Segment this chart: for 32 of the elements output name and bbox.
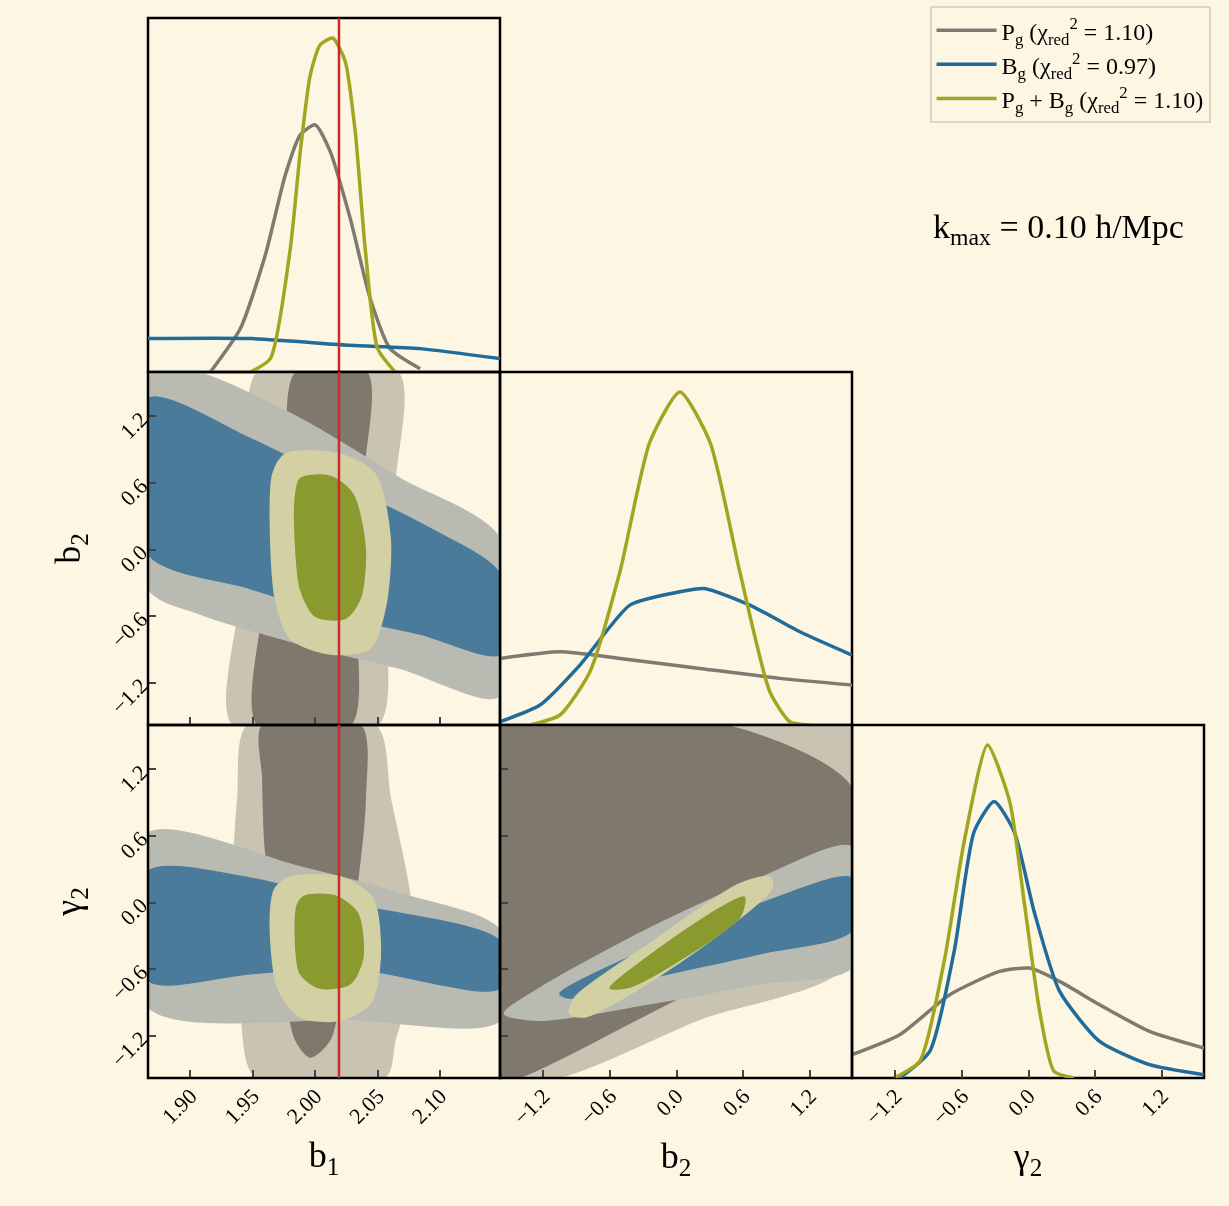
x-axis-title: b$_{2}$ [660,1136,692,1181]
x-tick-label: −1.2 [860,1083,907,1130]
text: k$_{max}$ = 0.10 h/Mpc [933,208,1184,251]
x-tick-label: 0.6 [1069,1083,1107,1121]
y-tick-label: 1.2 [115,406,153,444]
legend-label: B$_{g}$ (χ$_{red}$$^{2}$ = 0.97) [1001,48,1156,83]
x-tick-label: −0.6 [927,1083,974,1130]
x-tick-label: 0.0 [650,1083,688,1121]
x-tick-label: 2.10 [406,1083,452,1129]
x-tick-label: 0.0 [1002,1083,1040,1121]
y-tick-label: 0.0 [115,892,153,931]
y-tick-label: 1.2 [115,759,153,797]
y-tick-label: −1.2 [106,1026,153,1073]
x-tick-label: 1.90 [156,1083,202,1129]
y-tick-label: −0.6 [106,606,153,653]
y-tick-label: 0.6 [115,826,153,864]
x-tick-label: 1.2 [783,1083,822,1121]
y-tick-label: −1.2 [106,673,153,720]
x-tick-label: 2.05 [344,1083,389,1129]
x-tick-label: 1.2 [1135,1083,1174,1121]
x-tick-label: 2.00 [281,1083,327,1129]
y-tick-label: 0.6 [115,473,153,511]
x-axis-title: b$_{1}$ [308,1135,340,1180]
legend-label: P$_{g}$ (χ$_{red}$$^{2}$ = 1.10) [1001,14,1154,49]
legend-label: P$_{g}$ + B$_{g}$ (χ$_{red}$$^{2}$ = 1.10) [1001,82,1204,117]
x-tick-label: −0.6 [575,1083,622,1130]
x-tick-label: −1.2 [508,1083,555,1130]
x-tick-label: 0.6 [717,1083,755,1121]
x-tick-label: 1.95 [219,1083,265,1129]
y-tick-label: −0.6 [106,959,153,1006]
x-axis-title: γ$_{2}$ [1012,1136,1043,1181]
y-tick-label: 0.0 [115,539,153,578]
